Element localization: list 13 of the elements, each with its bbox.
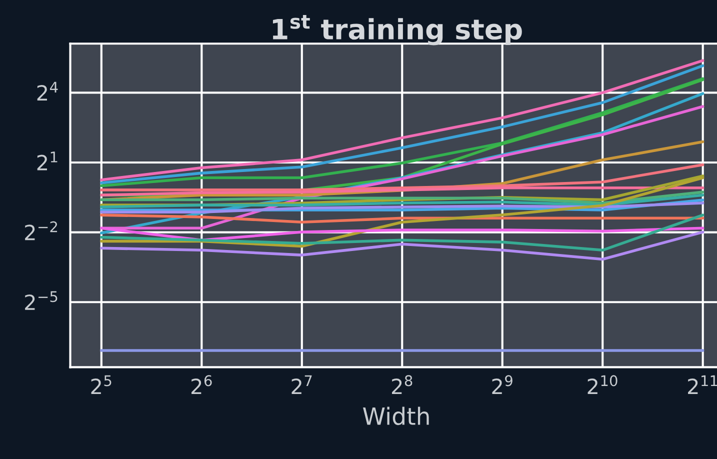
chart-title: 1$^{st}$ training step	[272, 14, 522, 46]
x-tick-label: 2$^{7}$	[292, 375, 312, 394]
x-axis-title: Width	[362, 406, 429, 426]
x-tick-label: 2$^{10}$	[588, 375, 618, 394]
x-tick-label: 2$^{9}$	[492, 375, 512, 394]
y-tick-label: 2$^{−2}$	[25, 221, 58, 240]
x-tick-label: 2$^{8}$	[392, 375, 412, 394]
y-tick-label: 2$^{−5}$	[25, 291, 58, 310]
x-tick-label: 2$^{11}$	[688, 375, 717, 394]
x-tick-label: 2$^{5}$	[91, 375, 112, 394]
y-tick-label: 2$^{1}$	[37, 152, 58, 170]
x-tick-label: 2$^{6}$	[192, 375, 212, 394]
y-tick-label: 2$^{4}$	[37, 82, 58, 100]
